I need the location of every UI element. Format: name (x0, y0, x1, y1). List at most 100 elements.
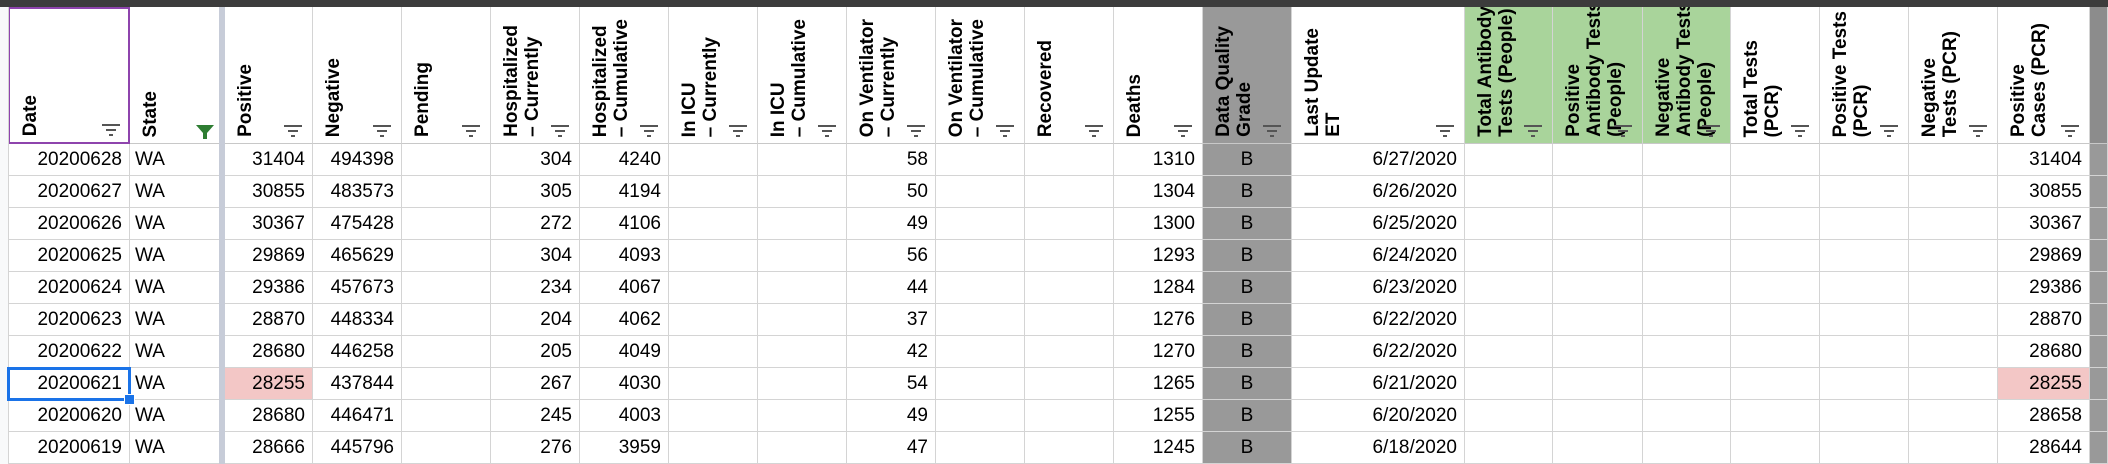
cell-hosp_curr[interactable]: 276 (491, 432, 580, 464)
filter-icon[interactable] (373, 125, 391, 137)
cell-last_update[interactable]: 6/25/2020 (1292, 208, 1465, 240)
cell-negative[interactable]: 483573 (313, 176, 402, 208)
cell-icu_cum[interactable] (758, 176, 847, 208)
cell-state[interactable]: WA (130, 272, 225, 304)
cell-hosp_curr[interactable]: 245 (491, 400, 580, 432)
cell-positive[interactable]: 29869 (225, 240, 313, 272)
cell-date[interactable]: 20200626 (8, 208, 130, 240)
cell-vent_curr[interactable]: 42 (847, 336, 936, 368)
cell-ab_pos[interactable] (1553, 144, 1643, 176)
cell-icu_curr[interactable] (669, 176, 758, 208)
cell-pcr_neg_tests[interactable] (1909, 432, 1998, 464)
cell-pcr_pos_tests[interactable] (1820, 336, 1909, 368)
cell-ab_neg[interactable] (1643, 176, 1731, 208)
cell-pending[interactable] (402, 336, 491, 368)
cell-ab_pos[interactable] (1553, 272, 1643, 304)
cell-extra[interactable] (2090, 400, 2108, 432)
filter-icon[interactable] (1791, 125, 1809, 137)
column-header-deaths[interactable]: Deaths (1114, 7, 1203, 144)
cell-hosp_cum[interactable]: 4030 (580, 368, 669, 400)
column-header-ab_neg[interactable]: Negative Antibody Tests (People) (1643, 7, 1731, 144)
cell-grade[interactable]: B (1203, 272, 1292, 304)
cell-vent_cum[interactable] (936, 208, 1025, 240)
cell-extra[interactable] (2090, 432, 2108, 464)
cell-grade[interactable]: B (1203, 176, 1292, 208)
cell-ab_total[interactable] (1465, 208, 1553, 240)
cell-ab_neg[interactable] (1643, 368, 1731, 400)
cell-icu_curr[interactable] (669, 368, 758, 400)
cell-icu_cum[interactable] (758, 336, 847, 368)
cell-vent_curr[interactable]: 58 (847, 144, 936, 176)
cell-last_update[interactable]: 6/24/2020 (1292, 240, 1465, 272)
cell-vent_cum[interactable] (936, 240, 1025, 272)
cell-vent_curr[interactable]: 49 (847, 400, 936, 432)
cell-pending[interactable] (402, 208, 491, 240)
cell-pcr_total[interactable] (1731, 400, 1820, 432)
cell-pcr_neg_tests[interactable] (1909, 272, 1998, 304)
cell-ab_neg[interactable] (1643, 144, 1731, 176)
cell-pcr_neg_tests[interactable] (1909, 368, 1998, 400)
cell-pending[interactable] (402, 176, 491, 208)
cell-pcr_pos_tests[interactable] (1820, 400, 1909, 432)
cell-icu_cum[interactable] (758, 400, 847, 432)
cell-ab_total[interactable] (1465, 144, 1553, 176)
cell-positive[interactable]: 28680 (225, 336, 313, 368)
cell-hosp_curr[interactable]: 304 (491, 240, 580, 272)
cell-pcr_total[interactable] (1731, 272, 1820, 304)
cell-icu_cum[interactable] (758, 208, 847, 240)
cell-pcr_neg_tests[interactable] (1909, 304, 1998, 336)
cell-hosp_cum[interactable]: 4093 (580, 240, 669, 272)
cell-pcr_pos_cases[interactable]: 29386 (1998, 272, 2090, 304)
cell-ab_neg[interactable] (1643, 400, 1731, 432)
cell-icu_cum[interactable] (758, 240, 847, 272)
column-header-state[interactable]: State (130, 7, 225, 144)
cell-pcr_total[interactable] (1731, 432, 1820, 464)
cell-extra[interactable] (2090, 304, 2108, 336)
cell-pcr_total[interactable] (1731, 304, 1820, 336)
cell-pcr_total[interactable] (1731, 368, 1820, 400)
cell-ab_pos[interactable] (1553, 432, 1643, 464)
column-header-recovered[interactable]: Recovered (1025, 7, 1114, 144)
cell-grade[interactable]: B (1203, 368, 1292, 400)
column-header-hosp_cum[interactable]: Hospitalized – Cumulative (580, 7, 669, 144)
cell-hosp_cum[interactable]: 4049 (580, 336, 669, 368)
cell-deaths[interactable]: 1245 (1114, 432, 1203, 464)
filter-icon[interactable] (1174, 125, 1192, 137)
cell-recovered[interactable] (1025, 176, 1114, 208)
cell-ab_total[interactable] (1465, 336, 1553, 368)
cell-positive[interactable]: 28870 (225, 304, 313, 336)
cell-grade[interactable]: B (1203, 208, 1292, 240)
cell-pcr_pos_cases[interactable]: 29869 (1998, 240, 2090, 272)
cell-pending[interactable] (402, 368, 491, 400)
cell-last_update[interactable]: 6/22/2020 (1292, 336, 1465, 368)
filter-icon[interactable] (729, 125, 747, 137)
cell-extra[interactable] (2090, 144, 2108, 176)
cell-hosp_cum[interactable]: 3959 (580, 432, 669, 464)
filter-icon[interactable] (551, 125, 569, 137)
cell-positive[interactable]: 30367 (225, 208, 313, 240)
cell-ab_total[interactable] (1465, 240, 1553, 272)
cell-vent_curr[interactable]: 49 (847, 208, 936, 240)
filter-icon[interactable] (462, 125, 480, 137)
cell-vent_curr[interactable]: 44 (847, 272, 936, 304)
column-header-vent_cum[interactable]: On Ventilator – Cumulative (936, 7, 1025, 144)
cell-ab_pos[interactable] (1553, 304, 1643, 336)
cell-ab_neg[interactable] (1643, 336, 1731, 368)
cell-grade[interactable]: B (1203, 304, 1292, 336)
cell-state[interactable]: WA (130, 336, 225, 368)
cell-vent_cum[interactable] (936, 144, 1025, 176)
cell-pcr_neg_tests[interactable] (1909, 176, 1998, 208)
filter-icon[interactable] (1702, 125, 1720, 137)
cell-hosp_curr[interactable]: 204 (491, 304, 580, 336)
cell-negative[interactable]: 465629 (313, 240, 402, 272)
filter-icon[interactable] (640, 125, 658, 137)
cell-positive[interactable]: 28680 (225, 400, 313, 432)
column-header-extra[interactable] (2090, 7, 2108, 144)
cell-vent_curr[interactable]: 54 (847, 368, 936, 400)
cell-vent_cum[interactable] (936, 304, 1025, 336)
cell-date[interactable]: 20200624 (8, 272, 130, 304)
cell-deaths[interactable]: 1284 (1114, 272, 1203, 304)
cell-grade[interactable]: B (1203, 432, 1292, 464)
cell-icu_curr[interactable] (669, 272, 758, 304)
cell-ab_total[interactable] (1465, 304, 1553, 336)
